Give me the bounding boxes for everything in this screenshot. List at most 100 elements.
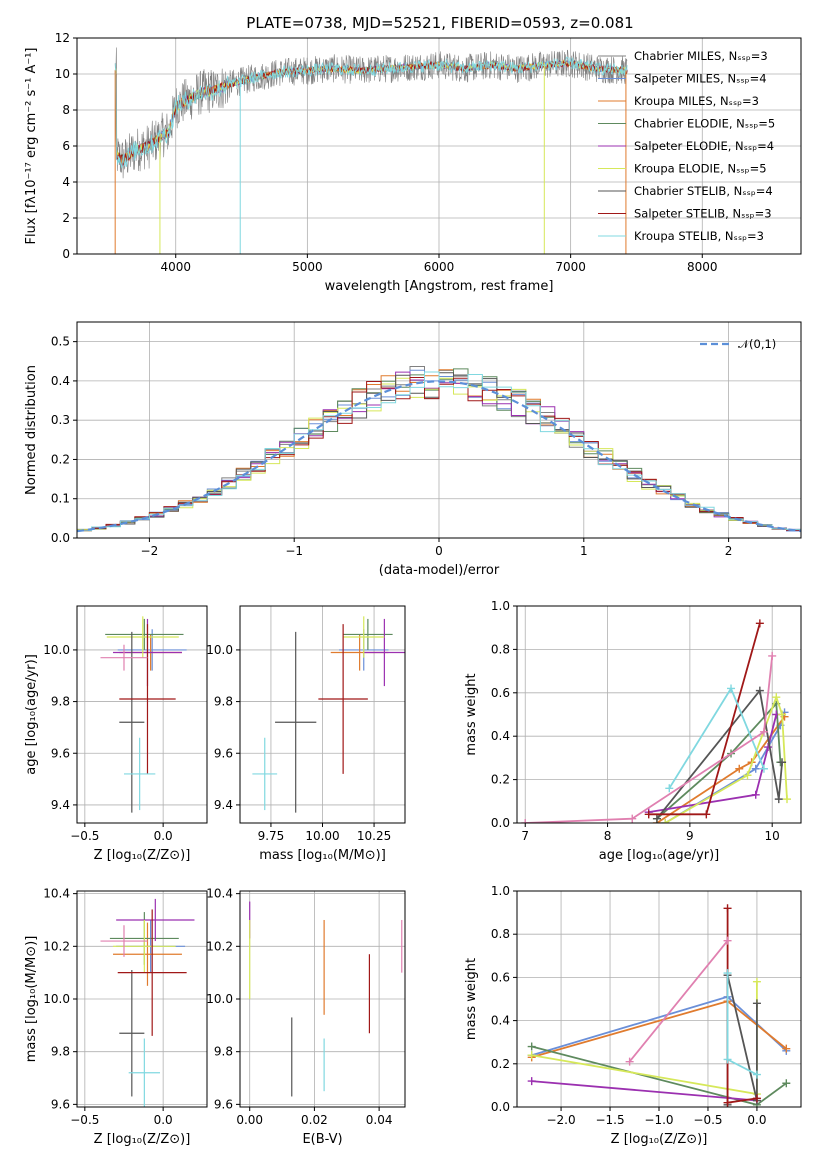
panel-residuals: −2 −1 0 1 2 0.0 0.1 0.2 0.3 0.4 0.5 (data-model)/er… (24, 321, 802, 578)
y-tick-label: 1.0 (491, 884, 510, 898)
x-axis-label: Z [log₁₀(Z/Z⊙)] (94, 1132, 191, 1147)
panel-mass_vs_ebv: 0.00 0.02 0.04 9.6 9.8 10.0 10.2 10.4 E(B-V) (206, 887, 406, 1147)
legend-entry: Kroupa MILES, Nₛₛₚ=3 (634, 94, 759, 108)
weight-series (521, 651, 777, 823)
y-tick-label: 9.8 (214, 1045, 233, 1059)
data-point (119, 970, 145, 1097)
series-marker (778, 710, 787, 719)
plot-area (521, 619, 792, 823)
series-line (628, 940, 729, 1063)
y-tick-label: 6 (62, 139, 70, 153)
series-marker (755, 619, 764, 628)
y-axis-label: Normed distribution (24, 365, 39, 495)
weight-series (661, 693, 792, 823)
panel-weight_vs_age: 7 8 9 10 0.0 0.2 0.4 0.6 0.8 1.0 age [log₁₀(age/yr… (464, 599, 802, 863)
x-tick-label: 0.0 (154, 1113, 173, 1127)
data-point (105, 618, 184, 650)
series-marker (752, 1070, 761, 1079)
series-marker (521, 819, 530, 823)
y-tick-label: 9.4 (51, 798, 70, 812)
y-tick-label: 8 (62, 103, 70, 117)
y-tick-label: 9.8 (214, 695, 233, 709)
series-marker (751, 790, 760, 799)
y-tick-label: 0.4 (491, 729, 510, 743)
data-point (117, 909, 187, 1036)
y-tick-label: 0.0 (51, 531, 70, 545)
data-point (343, 616, 385, 658)
grid-lines (240, 891, 405, 1107)
data-point (318, 624, 368, 774)
series-marker (628, 814, 637, 823)
y-tick-label: 0.1 (51, 492, 70, 506)
series-marker (527, 1042, 536, 1051)
y-tick-label: 2 (62, 211, 70, 225)
plot-area (100, 616, 187, 813)
legend-entry: Salpeter STELIB, Nₛₛₚ=3 (634, 207, 772, 221)
weight-series (652, 712, 789, 823)
x-tick-label: 0 (435, 544, 443, 558)
y-tick-label: 0.2 (491, 773, 510, 787)
plot-area (100, 898, 195, 1107)
data-point (113, 919, 176, 973)
x-tick-label: 9 (686, 829, 694, 843)
grid-lines (517, 605, 801, 824)
series-marker (751, 764, 760, 773)
y-tick-label: 10.4 (43, 887, 70, 901)
panel-age_vs_Z: −0.5 0.0 9.4 9.6 9.8 10.0 Z [log₁₀(Z/Z⊙)] age [… (24, 605, 208, 863)
y-tick-label: 0.0 (491, 1100, 510, 1114)
series-line (656, 701, 782, 820)
plot-area (114, 47, 628, 254)
series-marker (644, 810, 653, 819)
plot-area (77, 366, 801, 534)
series-marker (527, 1051, 536, 1060)
y-tick-label: 0.3 (51, 413, 70, 427)
x-tick-label: 0.00 (236, 1113, 263, 1127)
plot-area (527, 904, 791, 1107)
weight-series (661, 708, 789, 823)
series-line (525, 655, 774, 823)
series-marker (723, 1098, 732, 1107)
y-axis-label: Flux [fλ10⁻¹⁷ erg cm⁻² s⁻¹ A⁻¹] (24, 48, 39, 245)
series-marker (723, 969, 732, 978)
legend-entry: Salpeter MILES, Nₛₛₚ=4 (634, 72, 767, 86)
panel-age_vs_mass: 9.75 10.00 10.25 9.4 9.6 9.8 10.0 mass [log₁₀(M… (206, 605, 406, 863)
series-marker (755, 686, 764, 695)
series-marker (768, 651, 777, 660)
y-tick-label: 1.0 (491, 599, 510, 613)
y-axis-label: mass [log₁₀(M/M⊙)] (24, 936, 39, 1063)
series-marker (743, 771, 752, 780)
legend-entry: Kroupa STELIB, Nₛₛₚ=3 (634, 229, 764, 243)
data-point (252, 737, 278, 811)
x-tick-label: 5000 (292, 260, 323, 274)
y-tick-label: 10.4 (206, 887, 233, 901)
data-point (113, 922, 182, 986)
panel-spectrum: 4000 5000 6000 7000 8000 0 2 4 6 8 10 12 wavelength … (24, 31, 802, 294)
grid-lines (77, 606, 207, 823)
series-marker (625, 1057, 634, 1066)
weight-series (644, 619, 764, 819)
data-point (123, 737, 156, 811)
y-tick-label: 10.0 (206, 992, 233, 1006)
y-tick-label: 0.0 (491, 816, 510, 830)
data-point (117, 629, 187, 671)
plot-area (252, 616, 405, 813)
data-point (119, 631, 145, 813)
y-tick-label: 10.0 (43, 643, 70, 657)
y-tick-label: 10.2 (43, 939, 70, 953)
series-line (726, 973, 758, 1076)
series-marker (727, 684, 736, 693)
y-tick-label: 9.6 (214, 746, 233, 760)
series-marker (752, 977, 761, 986)
series-marker (772, 693, 781, 702)
x-axis-label: age [log₁₀(age/yr)] (599, 848, 720, 863)
x-tick-label: 10.00 (305, 829, 339, 843)
series-marker (778, 758, 787, 767)
data-point (116, 898, 195, 942)
series-marker (661, 819, 670, 823)
weight-series (665, 684, 768, 793)
y-tick-label: 10.2 (206, 939, 233, 953)
series-marker (652, 814, 661, 823)
x-axis-label: mass [log₁₀(M/M⊙)] (259, 848, 386, 863)
series-line (531, 1080, 757, 1102)
series-line (648, 714, 778, 813)
